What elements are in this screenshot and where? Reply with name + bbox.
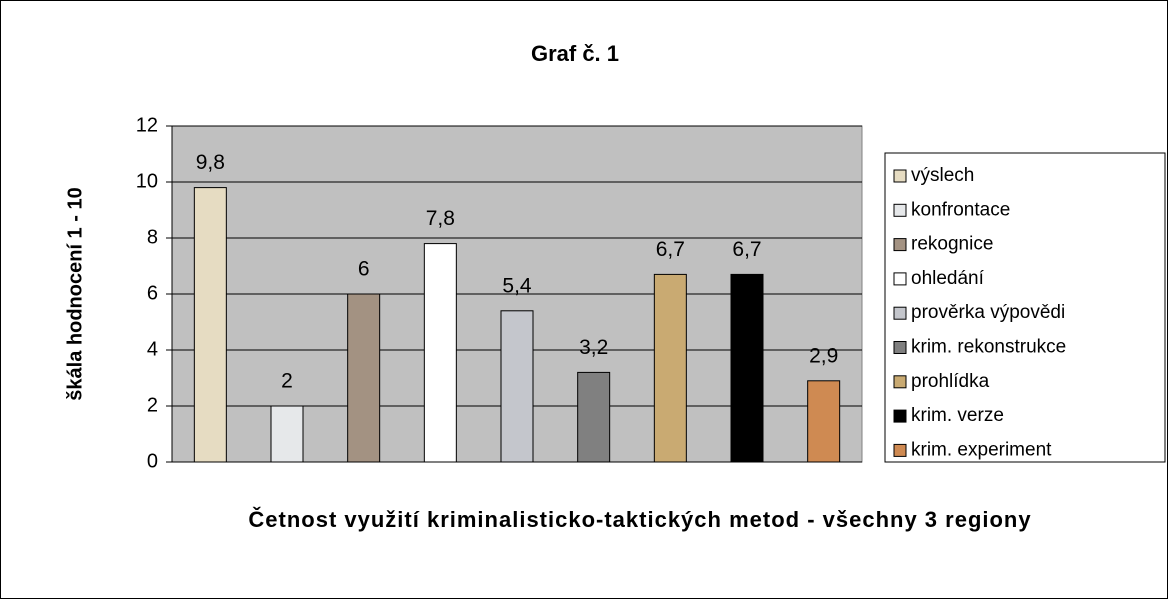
data-label: 2,9 [809,344,838,367]
bar [423,243,457,463]
y-tick-label: 10 [136,170,158,192]
legend-label: krim. experiment [911,439,1052,460]
legend-swatch [893,409,907,423]
y-tick-label: 6 [147,282,158,304]
legend-label: ohledání [911,268,985,289]
bar [807,380,841,463]
y-tick-label: 4 [147,338,158,360]
bar [500,310,534,463]
legend-label: krim. verze [911,405,1004,426]
bar [347,293,381,463]
data-label: 7,8 [426,207,455,230]
data-label: 9,8 [196,151,225,174]
legend-swatch [893,272,907,286]
legend-swatch [893,443,907,457]
legend-label: prověrka výpovědi [911,302,1065,323]
legend-swatch [893,341,907,354]
y-tick-label: 0 [147,450,158,472]
legend-label: výslech [911,165,974,186]
bar [577,371,611,463]
legend-swatch [893,169,907,183]
legend-label: rekognice [911,234,993,255]
legend-label: prohlídka [911,371,990,392]
legend-swatch [893,306,907,320]
y-tick-label: 8 [147,226,158,248]
bar [270,405,304,463]
legend-swatch [893,203,907,217]
legend-label: konfrontace [911,199,1010,220]
data-label: 6,7 [732,238,761,261]
bar [193,187,227,463]
data-label: 6 [358,258,370,281]
bar [730,273,764,463]
data-label: 6,7 [656,238,685,261]
y-axis-label: škála hodnocení 1 - 10 [64,187,86,400]
y-tick-label: 2 [147,394,158,416]
legend-label: krim. rekonstrukce [911,337,1066,358]
y-tick-label: 12 [136,114,158,136]
x-axis-label: Četnost využití kriminalisticko-taktický… [248,507,1032,532]
data-label: 2 [281,370,293,393]
legend-swatch [893,238,907,252]
data-label: 5,4 [502,274,532,297]
bar [653,273,687,463]
legend [884,152,1166,463]
data-label: 3,2 [579,336,608,359]
chart-title: Graf č. 1 [531,41,619,66]
legend-swatch [893,375,907,389]
